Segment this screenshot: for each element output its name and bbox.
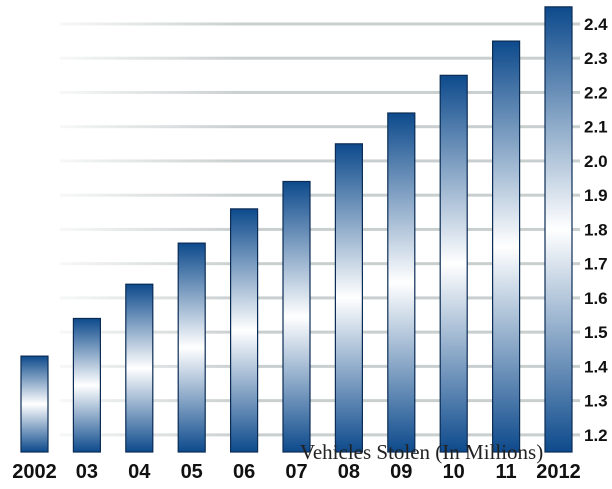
bars [20,6,573,453]
y-tick-label: 2.3 [584,49,608,68]
bar-09 [387,112,416,453]
y-axis-tick-labels: 1.2 1.3 1.4 1.5 1.6 1.7 1.8 1.9 2.0 2.1 2.2 2.3 2.4 [584,15,608,445]
y-tick-label: 1.3 [584,392,608,411]
x-axis-category-labels: 2002 03 04 05 06 07 08 09 10 11 2012 [12,461,581,483]
y-tick-label: 2.4 [584,15,608,34]
y-tick-label: 1.6 [584,289,608,308]
y-tick-label: 1.4 [584,357,608,376]
x-category-label: 2012 [536,461,581,483]
x-category-label: 11 [496,461,517,483]
gridline [60,227,580,231]
x-category-label: 03 [76,461,98,483]
x-category-label: 2002 [12,461,57,483]
x-category-label: 05 [181,461,203,483]
gridline [60,262,580,266]
gridline [60,22,580,26]
y-tick-label: 1.7 [584,255,608,274]
y-tick-label: 1.8 [584,220,608,239]
bar-08 [334,143,363,453]
y-tick-label: 1.2 [584,426,608,445]
x-category-label: 09 [390,461,412,483]
gridline [60,56,580,60]
bar-2002 [20,355,49,453]
x-category-label: 07 [285,461,307,483]
x-category-label: 06 [233,461,255,483]
y-tick-label: 1.9 [584,186,608,205]
x-category-label: 08 [338,461,360,483]
bar-05 [177,242,206,453]
gridline [60,90,580,94]
gridline [60,433,580,437]
gridline [60,296,580,300]
gridline [60,125,580,129]
bar-10 [439,74,468,453]
bar-07 [282,180,311,453]
gridline [60,364,580,368]
gridline [60,330,580,334]
gridline [60,159,580,163]
y-tick-label: 2.1 [584,118,608,137]
y-tick-label: 2.2 [584,83,608,102]
bar-11 [492,40,521,453]
x-category-label: 04 [128,461,151,483]
bar-06 [230,208,259,453]
bar-03 [72,317,102,453]
bar-04 [125,283,154,453]
y-tick-label: 1.5 [584,323,608,342]
gridlines [60,22,580,437]
bar-2012 [544,6,573,453]
chart-caption: Vehicles Stolen (In Millions) [300,440,544,464]
x-category-label: 10 [443,461,465,483]
y-tick-label: 2.0 [584,152,608,171]
gridline [60,399,580,403]
gridline [60,193,580,197]
